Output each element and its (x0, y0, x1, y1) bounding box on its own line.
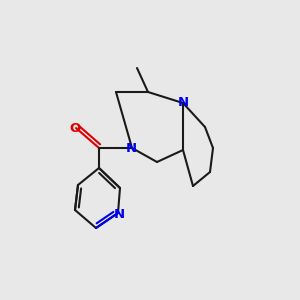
Text: N: N (177, 95, 189, 109)
Text: N: N (113, 208, 124, 220)
Text: O: O (69, 122, 81, 134)
Text: N: N (125, 142, 136, 154)
